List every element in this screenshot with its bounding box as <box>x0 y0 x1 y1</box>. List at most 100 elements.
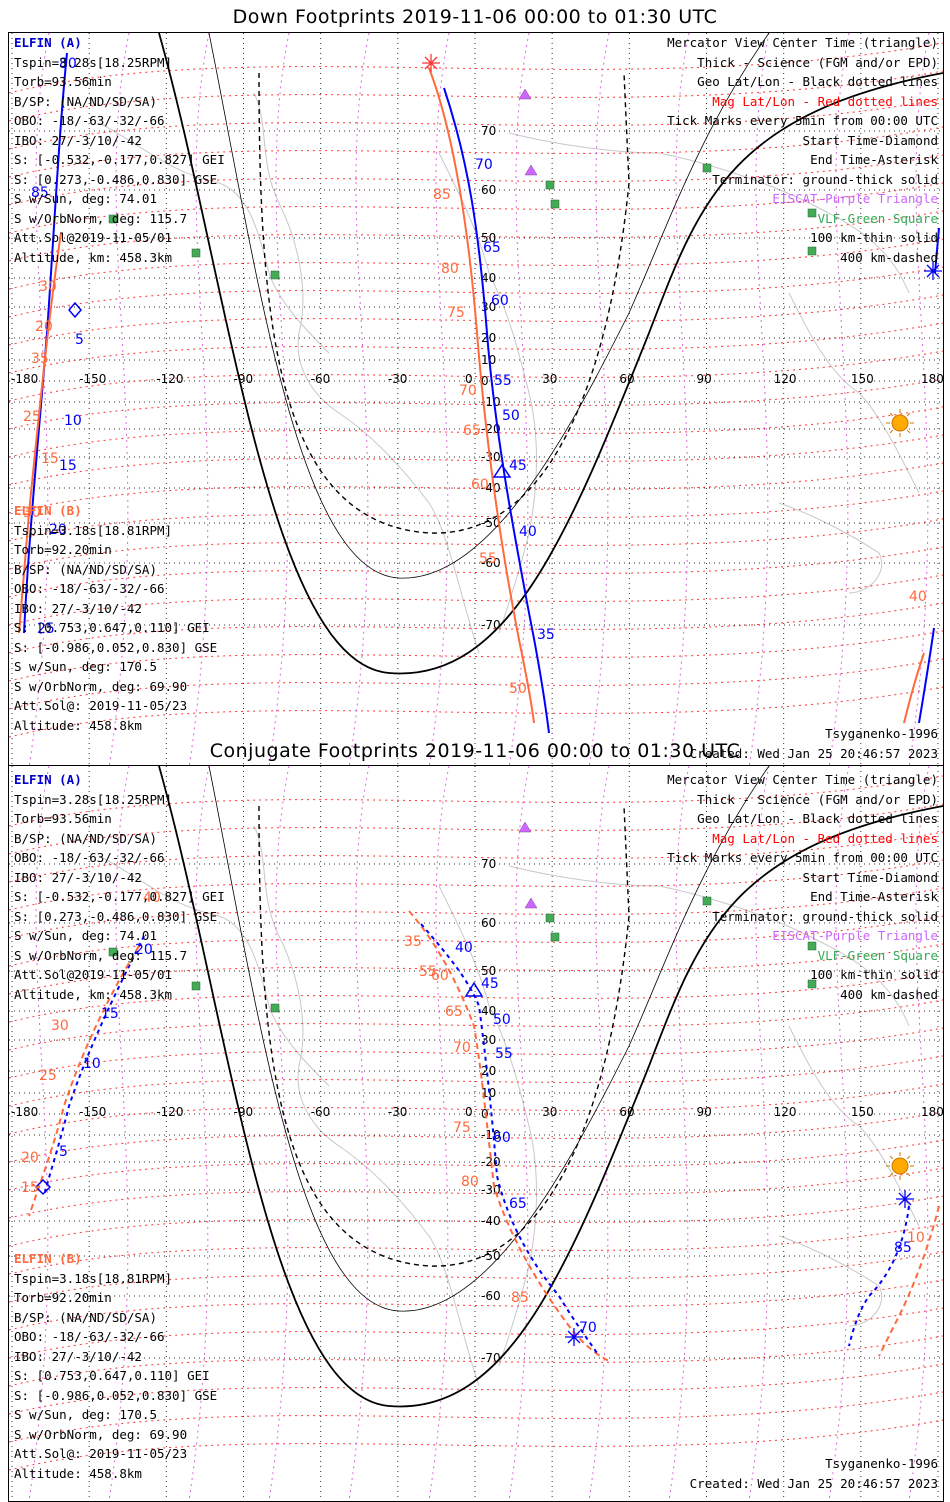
mag-longitude-curve <box>188 33 210 768</box>
info-line: B/SP: (NA/ND/SD/SA) <box>14 1309 157 1325</box>
legend-item: Thick - Science (FGM and/or EPD) <box>697 791 938 807</box>
elfin-b-track-east <box>903 652 925 724</box>
legend-item: Geo Lat/Lon - Black dotted lines <box>697 74 938 89</box>
sun-disk <box>891 414 909 432</box>
map-panel-down[interactable]: -180 -150 -120 -90 -60 -30 0 30 60 90 120 150 180 70 6… <box>8 32 944 769</box>
map-canvas-conjugate[interactable]: -180 -150 -120 -90 -60 -30 0 30 60 90 120 150 180 70 6… <box>9 766 943 1501</box>
sun-ray <box>906 412 911 417</box>
legend: Mercator View Center Time (triangle) Thi… <box>667 33 938 267</box>
info-line: S: [0.753,0.647,0.110] GEI <box>14 1368 210 1383</box>
end-asterisk <box>896 1190 914 1208</box>
lat-label: -10 <box>481 395 501 409</box>
info-line: S w/Sun, deg: 170.5 <box>14 659 157 674</box>
tick-label-b: 80 <box>461 1174 479 1190</box>
mag-longitude-curve <box>348 33 370 768</box>
mag-longitude-curve <box>428 33 450 768</box>
mag-longitude-curve <box>588 33 610 768</box>
mag-longitude-curve <box>188 766 210 1501</box>
model-label: Tsyganenko-1996 <box>825 726 938 741</box>
tick-label-a: 65 <box>509 1196 527 1212</box>
lat-label: -50 <box>481 516 501 530</box>
lon-label: 60 <box>619 1105 634 1119</box>
lat-label: 0 <box>481 374 489 388</box>
info-line: S: [-0.532,-0.177,0.827] GEI <box>14 889 225 904</box>
mag-longitude-curve <box>348 766 370 1501</box>
geo-grid <box>9 33 943 768</box>
legend-item: Mag Lat/Lon - Red dotted lines <box>712 93 938 109</box>
tick-label-b: 60 <box>471 477 489 493</box>
legend-item: Tick Marks every 5min from 00:00 UTC <box>667 113 938 128</box>
lat-label: 40 <box>481 271 496 285</box>
tick-label-b: 25 <box>23 409 41 425</box>
tick-label-a: 20 <box>49 522 67 538</box>
mag-longitude-curve <box>908 766 930 1501</box>
elfin-b-track <box>408 910 610 1362</box>
info-line: Altitude: 458.8km <box>14 717 142 733</box>
elfin-a-track-east-upper <box>934 227 940 274</box>
info-line: Tspin=3.28s[18.25RPM] <box>14 791 173 807</box>
tick-label-b: 75 <box>453 1120 471 1136</box>
lon-label: -90 <box>234 372 254 386</box>
lon-label: -60 <box>311 372 331 386</box>
tick-label-b: 65 <box>445 1004 463 1020</box>
legend-item: Tick Marks every 5min from 00:00 UTC <box>667 850 938 865</box>
lat-label: 20 <box>481 331 496 345</box>
lon-label: 180 <box>921 372 943 386</box>
elfin-a-track <box>443 87 550 734</box>
info-line: S w/OrbNorm, deg: 69.90 <box>14 1426 188 1442</box>
mag-longitude-curve <box>108 766 130 1501</box>
info-line: S w/OrbNorm, deg: 115.7 <box>14 947 188 963</box>
legend-item: 400 km-dashed <box>840 986 938 1002</box>
map-panel-conjugate[interactable]: -180 -150 -120 -90 -60 -30 0 30 60 90 120 150 180 70 6… <box>8 765 944 1502</box>
terminator-ground <box>158 766 943 1408</box>
lat-label: -60 <box>481 1289 501 1303</box>
tick-label-a: 60 <box>491 293 509 309</box>
vlf-station <box>807 941 817 951</box>
elfin-a-track-east <box>848 1205 910 1347</box>
terminator-400km <box>258 805 630 1267</box>
vlf-station <box>807 246 817 256</box>
elfin-b-label: ELFIN (B) <box>14 1251 82 1266</box>
info-line: Torb=93.56min <box>14 811 112 826</box>
elfin-a-info: ELFIN (A) Tspin=3.28s[18.25RPM] Torb=93.… <box>14 770 225 1004</box>
elfin-a-label: ELFIN (A) <box>14 772 82 787</box>
end-asterisk <box>422 54 440 72</box>
mag-latitude-curve <box>9 1083 943 1135</box>
mag-longitude-curve <box>828 33 850 768</box>
tick-label-a: 85 <box>894 1240 912 1256</box>
tick-label-b: 30 <box>23 505 41 521</box>
tick-label-b: 15 <box>41 451 59 467</box>
map-canvas-down[interactable]: -180 -150 -120 -90 -60 -30 0 30 60 90 120 150 180706… <box>9 33 943 768</box>
coastline <box>788 292 920 494</box>
start-diamond <box>68 301 82 319</box>
elfin-a-label: ELFIN (A) <box>14 35 82 50</box>
lon-label: -90 <box>234 1105 254 1119</box>
coastline <box>98 122 330 354</box>
sun-ray <box>889 1155 894 1160</box>
info-line: OBO: -18/-63/-32/-66 <box>14 850 165 865</box>
created-label: Created: Wed Jan 25 20:46:57 2023 <box>689 1476 938 1491</box>
lat-label: -70 <box>481 618 501 632</box>
info-line: Att.Sol@2019-11-05/01 <box>14 230 173 245</box>
info-line: Tspin=3.18s[18.81RPM] <box>14 1270 173 1286</box>
tick-label-b: 40 <box>143 890 161 906</box>
terminator-100km <box>208 33 770 579</box>
vlf-station <box>108 214 118 224</box>
info-line: Att.Sol@: 2019-11-05/23 <box>14 1446 188 1461</box>
tick-label-a: 40 <box>519 524 537 540</box>
legend-item: VLF-Green Square <box>817 210 938 226</box>
info-line: B/SP: (NA/ND/SD/SA) <box>14 561 157 577</box>
lat-label: 50 <box>481 231 496 245</box>
elfin-a-track-east <box>918 627 935 724</box>
tick-label-a: 10 <box>83 1056 101 1072</box>
lat-label: -40 <box>481 1214 501 1228</box>
lat-label: 20 <box>481 1064 496 1078</box>
mag-longitude-curve <box>908 33 930 768</box>
elfin-b-label: ELFIN (B) <box>14 503 82 518</box>
tick-label-a: 5 <box>75 332 84 348</box>
vlf-station <box>545 180 555 190</box>
